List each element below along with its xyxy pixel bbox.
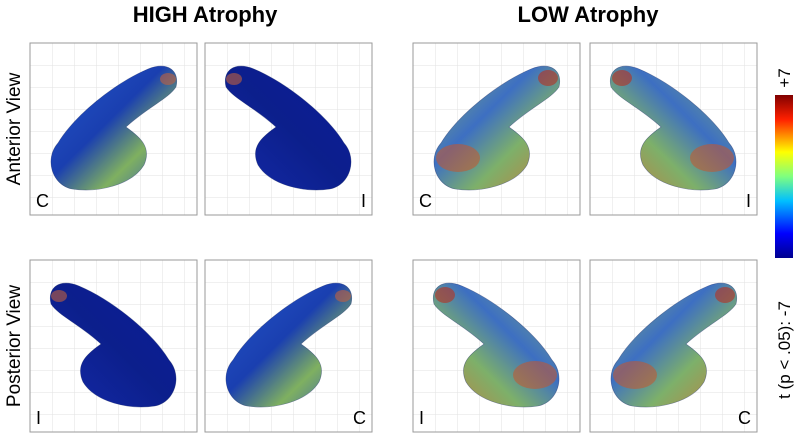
row-label: Anterior View bbox=[4, 72, 25, 185]
hippocampus-shape bbox=[50, 65, 178, 191]
corner-label: C bbox=[353, 408, 366, 428]
corner-label: I bbox=[419, 408, 424, 428]
corner-label: C bbox=[36, 191, 49, 211]
corner-label: I bbox=[36, 408, 41, 428]
hippocampus-shape bbox=[224, 65, 352, 191]
panel: I bbox=[589, 42, 758, 216]
column-title: HIGH Atrophy bbox=[133, 2, 278, 27]
hot-spot bbox=[436, 144, 480, 172]
corner-label: I bbox=[746, 191, 751, 211]
colorbar-min: t (p < .05): -7 bbox=[775, 301, 794, 399]
shape-group bbox=[433, 65, 561, 191]
hot-spot bbox=[715, 287, 735, 303]
hot-spot bbox=[538, 70, 558, 86]
hot-spot bbox=[612, 70, 632, 86]
shape-group bbox=[225, 282, 353, 408]
corner-label: C bbox=[419, 191, 432, 211]
hot-spot bbox=[335, 290, 351, 302]
shape-group bbox=[224, 65, 352, 191]
panel: C bbox=[412, 42, 581, 216]
hot-spot bbox=[513, 361, 557, 389]
panel: C bbox=[204, 259, 373, 433]
hot-spot bbox=[435, 287, 455, 303]
corner-label: C bbox=[738, 408, 751, 428]
corner-label: I bbox=[361, 191, 366, 211]
hot-spot bbox=[690, 144, 734, 172]
shape-group bbox=[50, 65, 178, 191]
shape-group bbox=[610, 282, 738, 408]
hippocampus-shape bbox=[225, 282, 353, 408]
hot-spot bbox=[51, 290, 67, 302]
panel: I bbox=[204, 42, 373, 216]
colorbar-max: +7 bbox=[775, 68, 794, 87]
panel: C bbox=[29, 42, 198, 216]
colorbar bbox=[775, 95, 793, 258]
shape-group bbox=[49, 282, 177, 408]
panel: I bbox=[29, 259, 198, 433]
hippocampus-shape bbox=[49, 282, 177, 408]
hot-spot bbox=[160, 73, 176, 85]
shape-group bbox=[432, 282, 560, 408]
panel: C bbox=[589, 259, 758, 433]
hot-spot bbox=[613, 361, 657, 389]
panel: I bbox=[412, 259, 581, 433]
hot-spot bbox=[226, 73, 242, 85]
column-title: LOW Atrophy bbox=[518, 2, 660, 27]
row-label: Posterior View bbox=[4, 285, 25, 407]
shape-group bbox=[609, 65, 737, 191]
